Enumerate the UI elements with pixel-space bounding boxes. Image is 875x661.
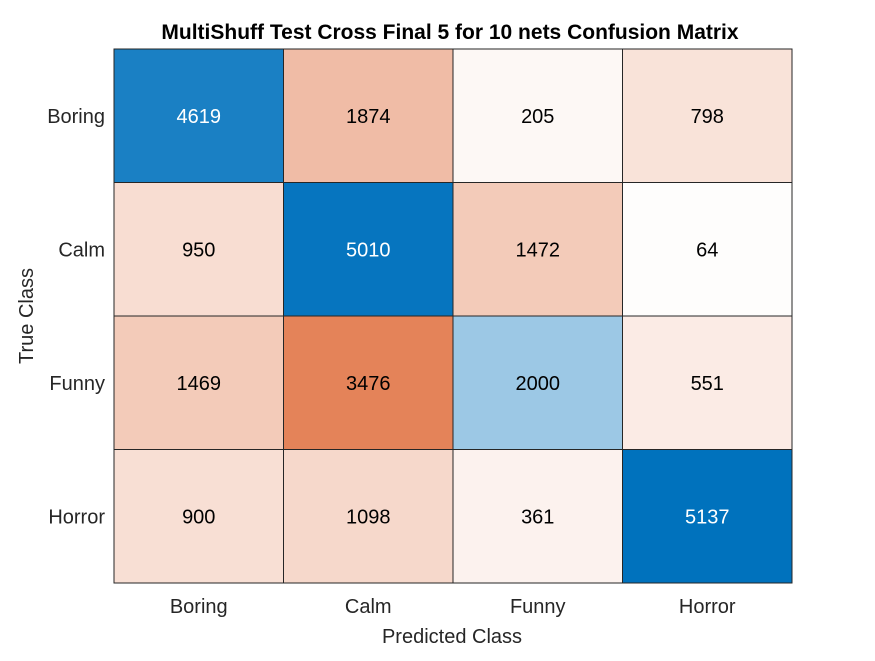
column-tick-label: Calm (345, 596, 392, 618)
cell-value-label: 1472 (516, 239, 561, 261)
heatmap-cell (283, 48, 454, 183)
row-tick-label: Boring (47, 106, 105, 128)
heatmap-cell (283, 315, 454, 450)
y-axis-label: True Class (16, 268, 38, 364)
column-tick-label: Funny (510, 596, 566, 618)
column-tick-label: Horror (679, 596, 736, 618)
heatmap-cell (622, 315, 793, 450)
cell-value-label: 3476 (346, 373, 391, 395)
heatmap-cell (622, 182, 793, 317)
row-tick-label: Horror (48, 506, 105, 528)
cell-value-label: 4619 (177, 106, 222, 128)
heatmap-cell (452, 182, 623, 317)
heatmap-cell (113, 182, 284, 317)
heatmap-cell (283, 182, 454, 317)
row-tick-labels: Boring Calm Funny Horror (47, 106, 105, 529)
cell-value-label: 900 (182, 506, 215, 528)
cell-value-label: 205 (521, 106, 554, 128)
heatmap-cell (452, 48, 623, 183)
cell-value-label: 361 (521, 506, 554, 528)
cell-value-label: 2000 (516, 373, 561, 395)
heatmap-cell (452, 449, 623, 584)
column-tick-label: Boring (170, 596, 228, 618)
cell-value-label: 1874 (346, 106, 391, 128)
x-axis-label: Predicted Class (382, 626, 522, 648)
heatmap-cell (113, 449, 284, 584)
cell-value-label: 5010 (346, 239, 391, 261)
cell-value-label: 1469 (177, 373, 222, 395)
heatmap-cell (622, 449, 793, 584)
cell-value-label: 950 (182, 239, 215, 261)
heatmap-cell (113, 48, 284, 183)
cell-value-label: 64 (696, 239, 718, 261)
column-tick-labels: Boring Calm Funny Horror (170, 596, 736, 618)
row-tick-label: Calm (58, 239, 105, 261)
cell-value-label: 1098 (346, 506, 391, 528)
heatmap-cell (622, 48, 793, 183)
cell-value-label: 798 (691, 106, 724, 128)
heatmap-cell (283, 449, 454, 584)
row-tick-label: Funny (49, 373, 105, 395)
chart-title: MultiShuff Test Cross Final 5 for 10 net… (161, 21, 738, 44)
cell-value-label: 5137 (685, 506, 730, 528)
heatmap-cells: 4619 1874 205 798 950 5010 1472 64 1469 3476 2000 5… (113, 48, 793, 584)
cell-value-label: 551 (691, 373, 724, 395)
